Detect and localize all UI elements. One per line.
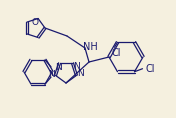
Text: Cl: Cl [112, 48, 121, 58]
Text: N: N [55, 63, 62, 72]
Text: Cl: Cl [146, 64, 155, 74]
Text: NH: NH [83, 42, 97, 52]
Text: O: O [32, 18, 39, 27]
Text: N: N [73, 62, 80, 71]
Text: N: N [48, 70, 55, 79]
Text: N: N [77, 69, 84, 78]
